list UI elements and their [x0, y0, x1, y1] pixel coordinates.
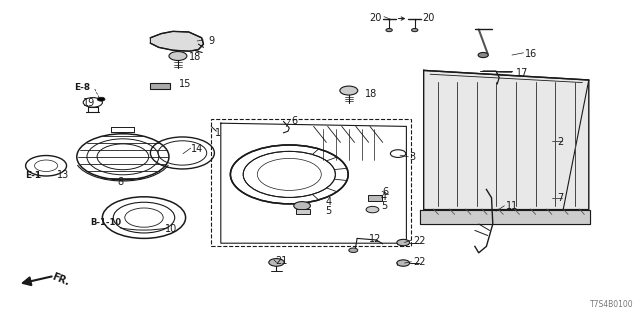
Text: 4: 4 [381, 192, 387, 202]
Text: 16: 16 [525, 49, 537, 59]
Text: 12: 12 [369, 234, 381, 244]
Text: 3: 3 [410, 152, 416, 162]
Polygon shape [424, 70, 589, 210]
Polygon shape [420, 210, 590, 224]
Text: 21: 21 [275, 256, 287, 266]
Text: 11: 11 [506, 201, 518, 212]
Text: 6: 6 [382, 187, 388, 197]
Polygon shape [150, 31, 204, 51]
Text: 1: 1 [214, 128, 221, 138]
Text: 22: 22 [413, 257, 426, 268]
Circle shape [386, 28, 392, 32]
Text: 2: 2 [557, 137, 563, 148]
Circle shape [269, 259, 284, 266]
Text: 14: 14 [191, 144, 203, 154]
Text: 6: 6 [291, 116, 298, 126]
Circle shape [412, 28, 418, 32]
Text: 5: 5 [325, 206, 332, 216]
Circle shape [478, 52, 488, 58]
Circle shape [97, 97, 105, 101]
Text: 17: 17 [516, 68, 528, 78]
Text: 9: 9 [208, 36, 214, 46]
Text: 18: 18 [365, 89, 377, 100]
Text: 15: 15 [179, 79, 191, 89]
Polygon shape [221, 123, 406, 243]
Bar [150, 83, 170, 89]
Bar [368, 195, 382, 201]
Text: 22: 22 [413, 236, 426, 246]
Circle shape [397, 260, 410, 266]
Bar [211, 119, 411, 246]
Text: 20: 20 [422, 12, 435, 23]
Text: 18: 18 [189, 52, 201, 62]
Circle shape [366, 206, 379, 213]
Text: 13: 13 [56, 170, 69, 180]
Bar [296, 209, 310, 214]
Text: FR.: FR. [50, 272, 70, 288]
Circle shape [349, 248, 358, 252]
Text: T7S4B0100: T7S4B0100 [590, 300, 634, 309]
Text: 4: 4 [325, 196, 332, 207]
Text: E-1: E-1 [25, 171, 42, 180]
Circle shape [169, 52, 187, 60]
Text: 10: 10 [165, 224, 178, 235]
Circle shape [294, 202, 310, 210]
Text: 19: 19 [83, 98, 95, 108]
Text: 7: 7 [557, 193, 563, 204]
Circle shape [340, 86, 358, 95]
Text: 5: 5 [381, 201, 387, 212]
Circle shape [397, 239, 410, 246]
Text: 8: 8 [117, 177, 124, 188]
Text: B-1-10: B-1-10 [90, 218, 121, 227]
Text: 20: 20 [370, 12, 382, 23]
Text: E-8: E-8 [74, 83, 90, 92]
